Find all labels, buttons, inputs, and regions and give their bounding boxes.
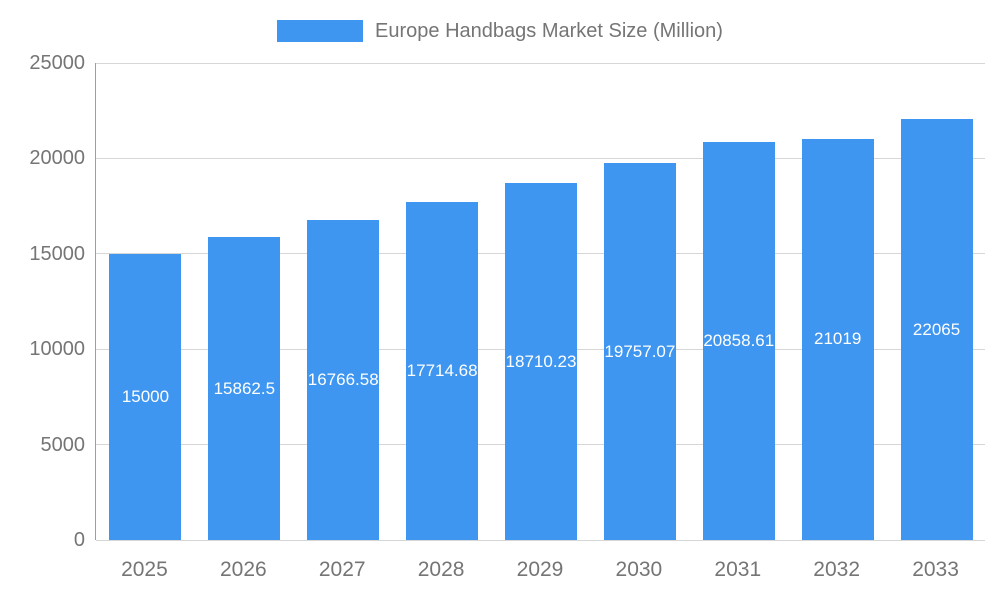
bar-2033[interactable] <box>900 119 973 540</box>
bar-2025[interactable] <box>109 253 182 540</box>
x-axis-labels: 2025 2026 2027 2028 2029 2030 2031 2032 2033 <box>95 556 985 592</box>
bar-2029[interactable] <box>505 183 577 540</box>
y-tick-label: 20000 <box>29 147 85 170</box>
y-tick-label: 5000 <box>40 433 86 456</box>
bar-2031[interactable] <box>702 142 775 540</box>
bar-2030[interactable] <box>603 163 676 540</box>
legend-swatch <box>277 20 364 42</box>
plot-area: 15000 15862.5 16766.58 17714.68 18710.23 1975… <box>95 62 985 541</box>
x-tick-label: 2027 <box>318 558 366 581</box>
legend-label: Europe Handbags Market Size (Million) <box>375 19 723 42</box>
x-tick-label: 2028 <box>417 558 465 581</box>
bar-2032[interactable] <box>801 138 874 540</box>
x-tick-label: 2032 <box>813 558 861 581</box>
y-tick-label: 25000 <box>29 52 85 74</box>
x-tick-label: 2031 <box>714 558 762 581</box>
bar-2028[interactable] <box>406 202 479 540</box>
bar-2026[interactable] <box>208 237 281 540</box>
chart-legend: Europe Handbags Market Size (Million) <box>0 18 1000 44</box>
bar-2027[interactable] <box>307 220 380 540</box>
x-tick-label: 2026 <box>219 558 267 581</box>
y-tick-label: 15000 <box>29 242 85 265</box>
x-tick-label: 2029 <box>516 558 564 581</box>
y-axis-labels: 0 5000 10000 15000 20000 25000 <box>0 52 86 551</box>
gridline <box>96 539 985 541</box>
gridline <box>96 62 985 64</box>
y-tick-label: 10000 <box>29 338 85 361</box>
gridline <box>96 157 985 159</box>
x-tick-label: 2025 <box>121 558 168 581</box>
y-tick-label: 0 <box>73 529 85 551</box>
x-tick-label: 2030 <box>615 558 663 581</box>
x-tick-label: 2033 <box>912 558 959 581</box>
